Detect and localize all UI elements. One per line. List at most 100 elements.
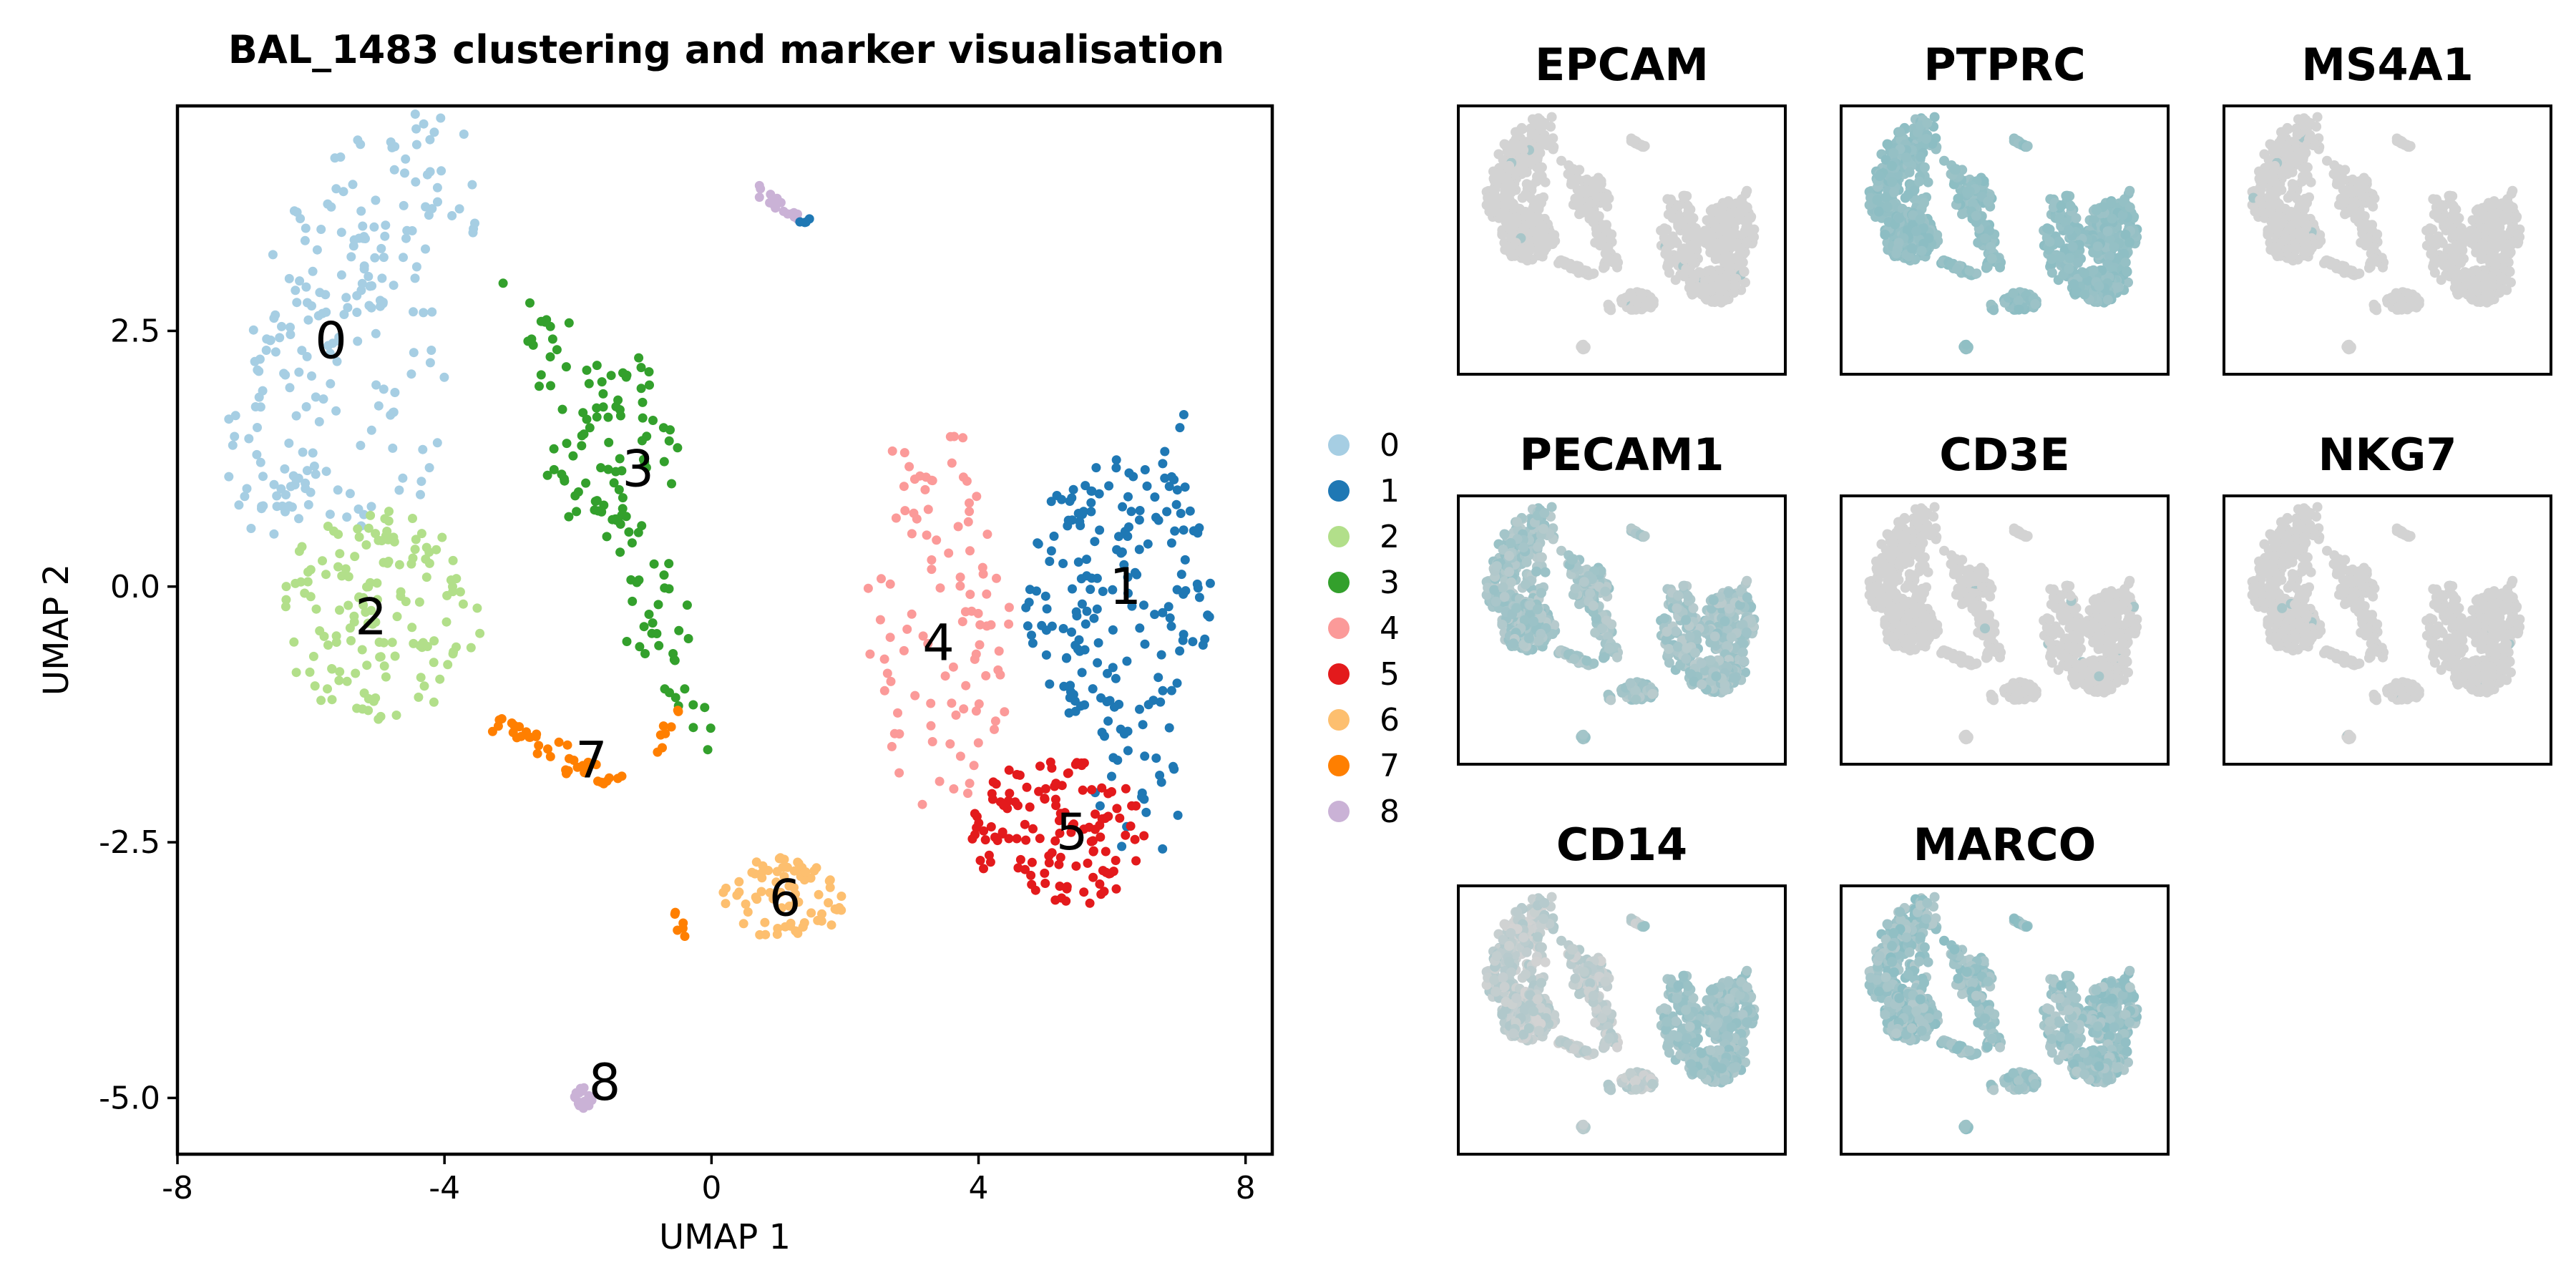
cluster-4-point <box>912 514 922 524</box>
feature-point <box>2120 257 2131 268</box>
feature-point <box>1739 266 1750 277</box>
cluster-2-point <box>289 637 299 647</box>
feature-point <box>2061 190 2072 201</box>
feature-point <box>2429 254 2440 264</box>
cluster-0-point <box>334 332 344 342</box>
cluster-1-point <box>1158 459 1168 469</box>
cluster-2-point <box>407 623 417 633</box>
cluster-0-point <box>228 440 238 450</box>
cluster-2-point <box>281 582 291 592</box>
cluster-2-point <box>341 564 351 574</box>
cluster-5-point <box>1085 898 1095 908</box>
cluster-5-point <box>1091 809 1100 819</box>
cluster-4-point <box>899 448 909 458</box>
feature-point <box>1719 616 1730 627</box>
cluster-4-point <box>879 654 889 664</box>
cluster-1-point <box>1135 623 1145 633</box>
cluster-6-point <box>836 892 847 901</box>
cluster-5-point <box>1055 829 1065 838</box>
cluster-4-point <box>990 716 1000 726</box>
cluster-5-point <box>974 818 984 828</box>
cluster-2-point <box>394 560 404 570</box>
cluster-1-point <box>1111 455 1121 465</box>
cluster-2-point <box>364 523 374 533</box>
feature-point <box>1491 561 1502 572</box>
cluster-0-point <box>323 199 333 209</box>
feature-point <box>1906 243 1917 253</box>
cluster-0-point <box>407 226 417 235</box>
feature-point <box>2489 213 2500 224</box>
cluster-2-point <box>421 572 431 582</box>
cluster-3-point <box>648 618 658 628</box>
cluster-0-point <box>297 346 307 356</box>
feature-panel-ptprc <box>1864 112 2142 355</box>
feature-point <box>2257 171 2268 182</box>
cluster-3-point <box>606 371 616 381</box>
legend-label-6: 6 <box>1380 702 1400 738</box>
cluster-4-point <box>949 784 959 794</box>
feature-point <box>1887 160 1898 171</box>
feature-point <box>1737 257 1748 268</box>
cluster-3-point <box>599 500 609 510</box>
cluster-8-point <box>770 196 780 206</box>
feature-point <box>1498 192 1508 203</box>
cluster-3-point <box>664 584 674 594</box>
cluster-1-point <box>1156 697 1166 707</box>
feature-point <box>2120 230 2131 240</box>
cluster-4-point <box>893 708 902 718</box>
cluster-5-point <box>1098 866 1108 876</box>
cluster-2-point <box>410 545 420 555</box>
cluster-0-point <box>459 130 469 139</box>
feature-point <box>1688 213 1699 223</box>
cluster-4-point <box>926 721 936 731</box>
feature-point <box>1919 197 1929 208</box>
feature-point <box>2055 251 2066 262</box>
cluster-5-point <box>1099 887 1109 897</box>
cluster-1-point <box>1139 794 1149 804</box>
feature-point <box>1673 200 1684 211</box>
cluster-6-point <box>738 919 748 929</box>
cluster-6-point <box>741 899 751 909</box>
cluster-0-point <box>374 401 384 411</box>
cluster-2-point <box>354 532 364 542</box>
cluster-3-point <box>634 353 644 363</box>
cluster-0-point <box>409 307 418 317</box>
feature-point <box>2124 237 2135 248</box>
cluster-2-point <box>321 570 331 580</box>
cluster-6-point <box>732 890 742 900</box>
cluster-1-point <box>1070 706 1080 716</box>
feature-point <box>1659 223 1669 234</box>
cluster-1-point <box>1103 668 1112 678</box>
cluster-2-point <box>372 578 382 588</box>
cluster-8-point <box>587 1096 597 1106</box>
feature-point <box>1872 195 1883 205</box>
cluster-2-point <box>306 565 316 575</box>
cluster-6-point <box>806 908 816 918</box>
feature-point <box>2343 339 2354 350</box>
cluster-2-label: 2 <box>355 588 387 647</box>
cluster-3-point <box>557 404 567 414</box>
cluster-1-point <box>1057 494 1067 504</box>
feature-point <box>2396 304 2407 315</box>
cluster-0-point <box>270 347 280 357</box>
feature-point <box>2271 148 2282 158</box>
feature-point <box>1880 192 1891 203</box>
feature-point <box>1672 213 1682 224</box>
cluster-3-point <box>649 559 659 569</box>
cluster-2-point <box>415 640 425 650</box>
cluster-2-point <box>448 555 458 565</box>
feature-point <box>1671 236 1681 247</box>
cluster-1-point <box>1073 557 1083 567</box>
cluster-1-point <box>1165 613 1175 623</box>
cluster-4-point <box>962 476 972 486</box>
feature-point <box>2008 288 2019 298</box>
cluster-5-point <box>1054 816 1064 826</box>
cluster-1-point <box>1118 502 1128 512</box>
cluster-2-point <box>353 524 363 534</box>
cluster-3-point <box>581 478 591 488</box>
cluster-1-point <box>1108 625 1118 635</box>
cluster-2-point <box>337 571 347 581</box>
cluster-3-point <box>528 340 538 350</box>
cluster-2-point <box>431 545 441 555</box>
